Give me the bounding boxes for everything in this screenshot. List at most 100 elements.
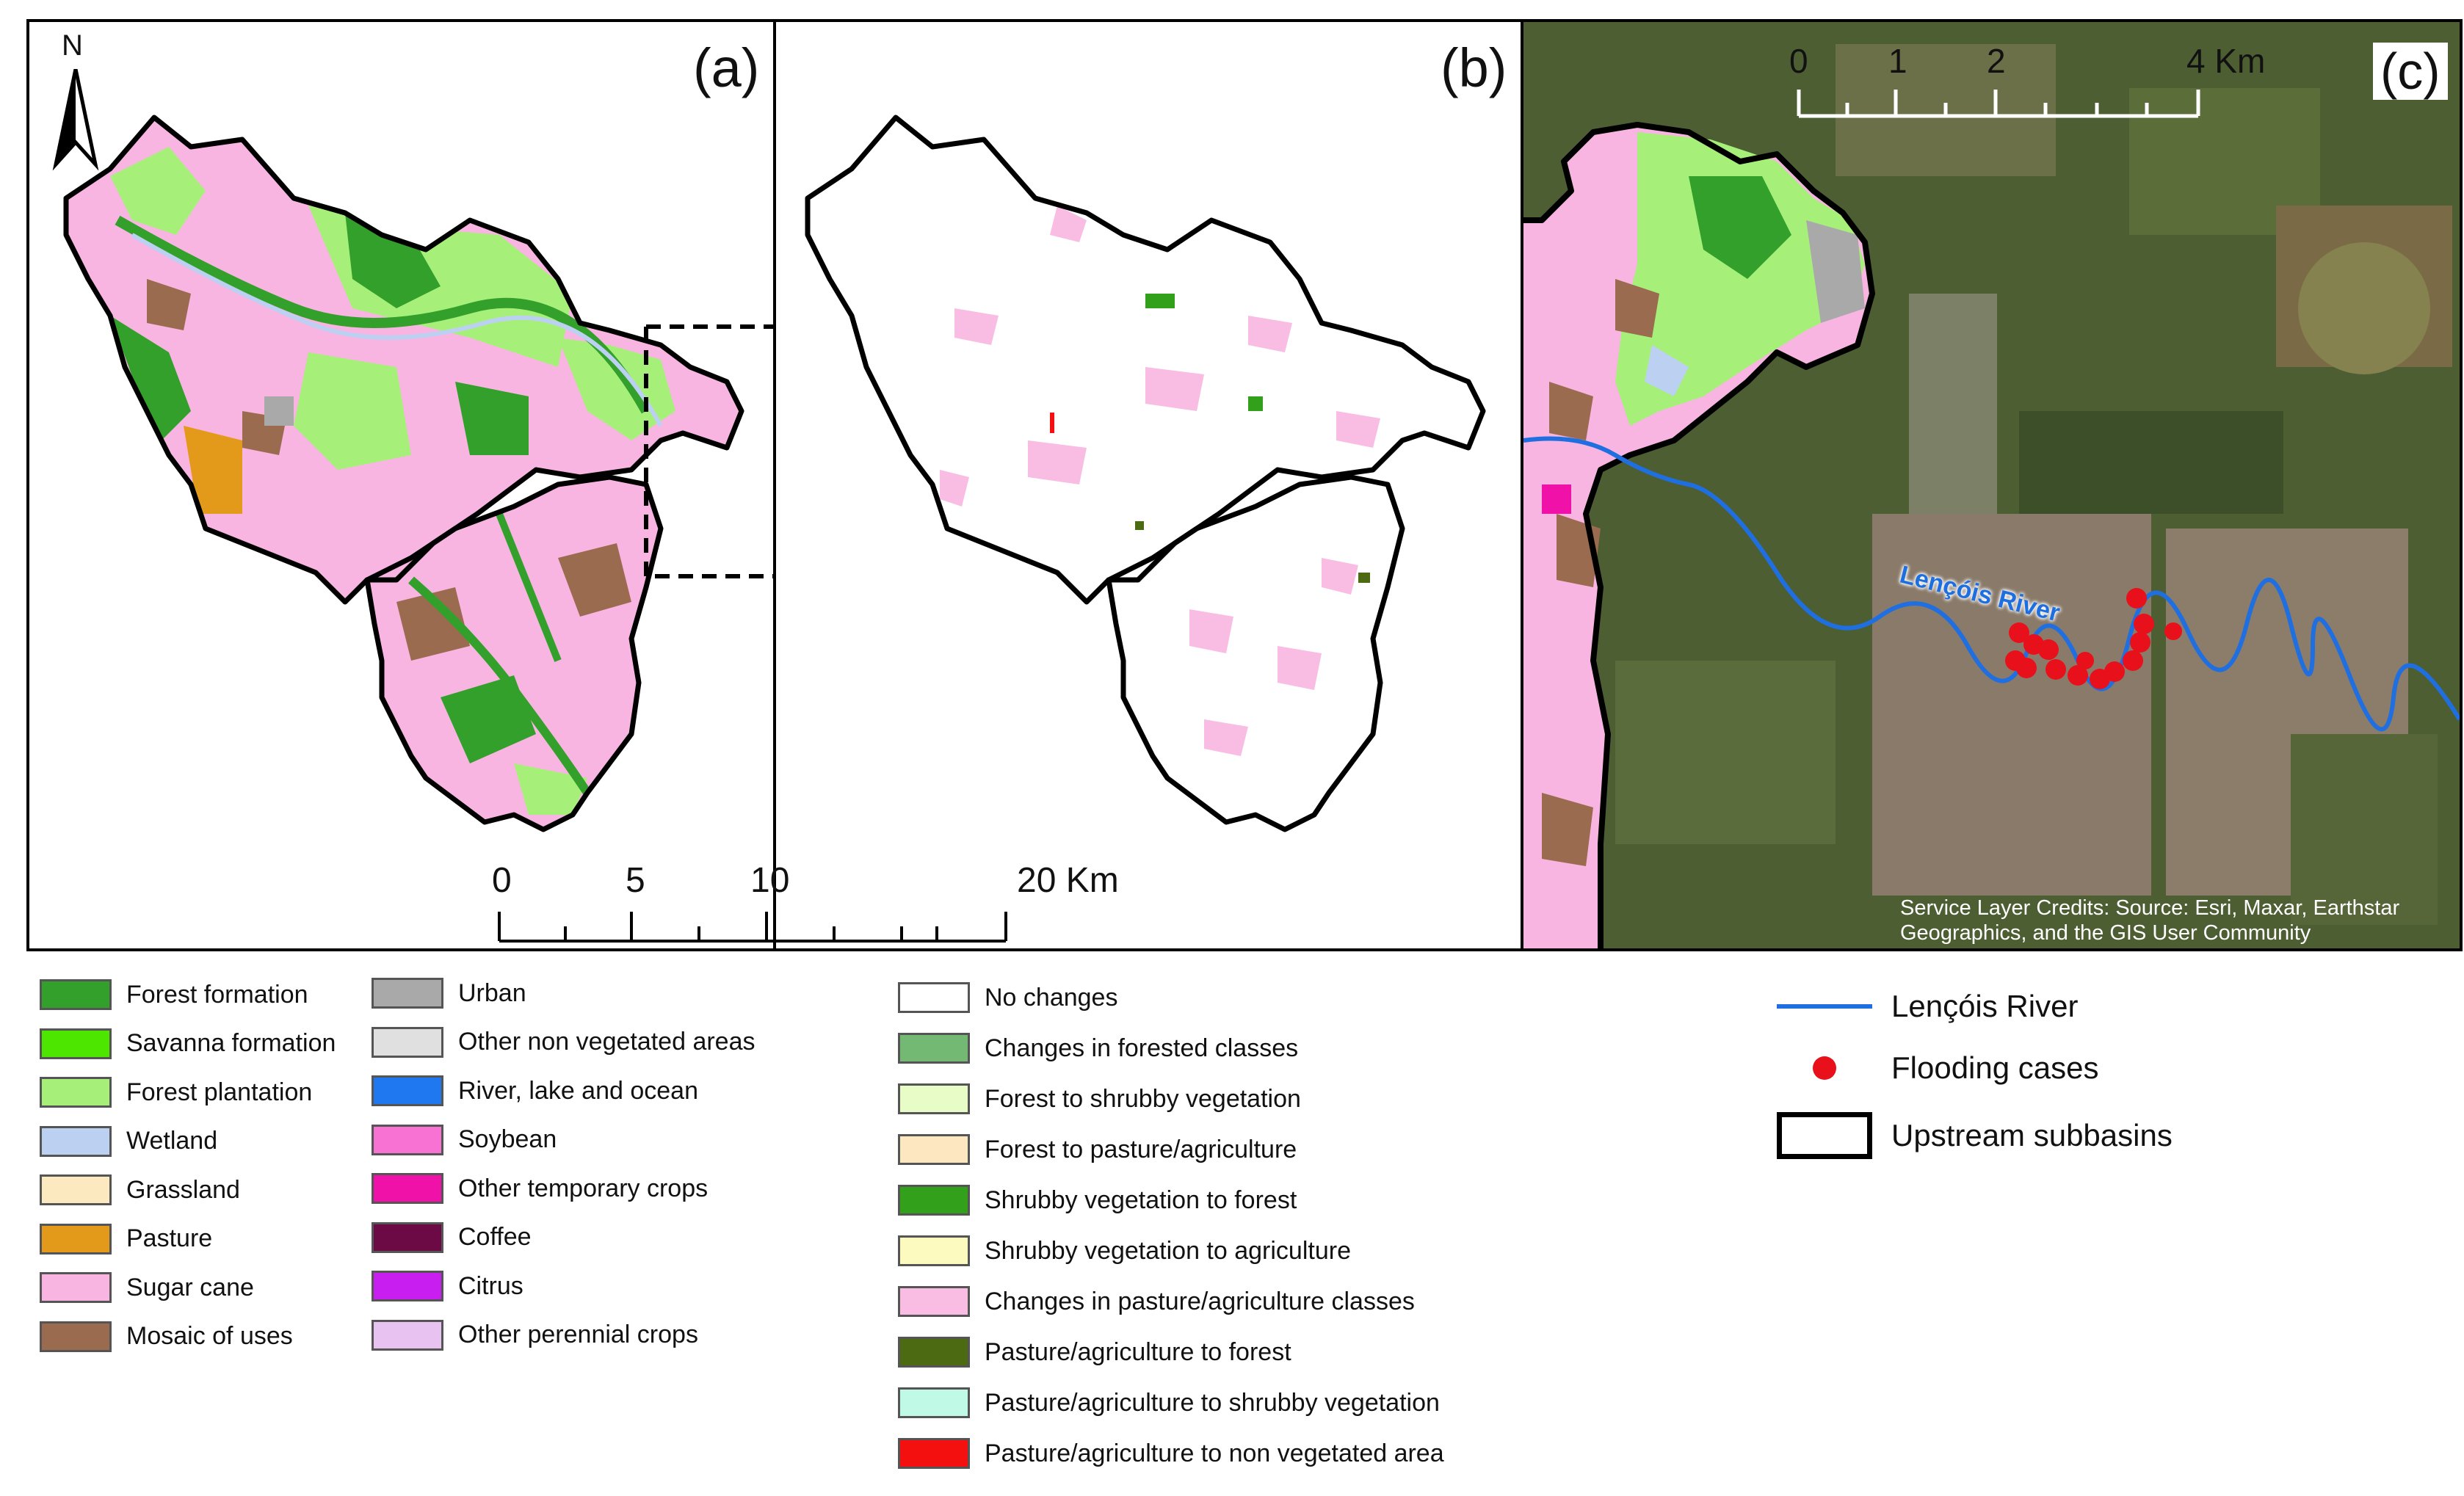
north-label: N	[62, 29, 83, 62]
legend-swatch	[898, 1185, 970, 1216]
legend-swatch	[40, 1223, 112, 1254]
legend-swatch	[372, 1173, 443, 1204]
north-arrow-icon	[52, 69, 99, 171]
legend-item: No changes	[898, 979, 1117, 1016]
scale-label-0: 0	[492, 861, 512, 900]
legend-label: Shrubby vegetation to agriculture	[985, 1236, 1351, 1265]
legend-label: Forest plantation	[126, 1078, 313, 1106]
scale-c-label-2: 2	[1987, 42, 2006, 80]
scale-c-label-4km: 4 Km	[2186, 42, 2266, 80]
north-arrow: N	[47, 29, 106, 171]
flooding-dot-icon	[1813, 1056, 1836, 1080]
legend-subbasins-label: Upstream subbasins	[1891, 1118, 2173, 1152]
legend-label: Savanna formation	[126, 1029, 336, 1057]
legend-item: Other temporary crops	[372, 1170, 708, 1207]
legend-item: Grassland	[40, 1172, 240, 1208]
legend-label: Mosaic of uses	[126, 1322, 293, 1350]
credit-line-2: Geographics, and the GIS User Community	[1900, 921, 2311, 945]
legend-flooding: Flooding cases	[1777, 1050, 2099, 1086]
map-frame	[26, 19, 2463, 951]
service-layer-credit: Service Layer Credits: Source: Esri, Max…	[1900, 896, 2399, 945]
credit-line-1: Service Layer Credits: Source: Esri, Max…	[1900, 896, 2400, 920]
legend-swatch	[898, 1387, 970, 1418]
legend-label: Other non vegetated areas	[458, 1028, 755, 1056]
legend-item: Soybean	[372, 1122, 557, 1158]
legend-swatch	[898, 1033, 970, 1064]
legend-item: Pasture/agriculture to forest	[898, 1334, 1291, 1370]
legend-swatch	[898, 1134, 970, 1165]
legend-item: Shrubby vegetation to agriculture	[898, 1232, 1351, 1269]
scale-label-20km: 20 Km	[1017, 861, 1119, 900]
legend-swatch	[898, 1286, 970, 1317]
map-b-changes	[805, 115, 1486, 832]
flooding-case-points	[2005, 588, 2182, 689]
legend-label: Citrus	[458, 1271, 523, 1300]
legend-swatch	[898, 1083, 970, 1114]
legend-label: Coffee	[458, 1223, 532, 1251]
river-line-icon	[1777, 1004, 1872, 1009]
legend-label: Pasture/agriculture to shrubby vegetatio…	[985, 1388, 1440, 1417]
legend-item: River, lake and ocean	[372, 1072, 698, 1109]
legend-item: Changes in pasture/agriculture classes	[898, 1283, 1415, 1320]
legend-item: Forest plantation	[40, 1074, 312, 1111]
map-c-satellite	[1523, 22, 2460, 948]
legend-swatch	[372, 978, 443, 1009]
legend-item: Coffee	[372, 1219, 532, 1256]
legend-swatch	[898, 982, 970, 1013]
scale-c-label-1: 1	[1888, 42, 1907, 80]
legend-label: Soybean	[458, 1125, 557, 1153]
legend-swatch	[898, 1438, 970, 1469]
legend-swatch	[372, 1075, 443, 1106]
subbasin-box-icon	[1777, 1112, 1872, 1159]
legend-swatch	[40, 1272, 112, 1303]
legend-item: Citrus	[372, 1268, 523, 1304]
legend-item: Other perennial crops	[372, 1317, 698, 1354]
legend-label: Changes in forested classes	[985, 1034, 1299, 1062]
panel-label-a: (a)	[693, 37, 760, 98]
legend-label: Pasture	[126, 1224, 213, 1252]
legend-item: Urban	[372, 975, 526, 1012]
legend-swatch	[372, 1271, 443, 1301]
map-a-landuse	[63, 115, 773, 832]
legend-label: No changes	[985, 983, 1118, 1012]
legend-swatch	[372, 1319, 443, 1351]
legend-label: Other perennial crops	[458, 1321, 698, 1348]
legend-swatch	[40, 1028, 112, 1059]
legend-river-label: Lençóis River	[1891, 989, 2079, 1023]
legend-symbols: Lençóis River Flooding cases Upstream su…	[1777, 988, 2232, 1164]
legend-swatch	[40, 979, 112, 1010]
legend-item: Changes in forested classes	[898, 1030, 1298, 1067]
scale-label-5: 5	[626, 861, 645, 900]
legend-item: Mosaic of uses	[40, 1318, 293, 1355]
legend-label: Grassland	[126, 1175, 240, 1204]
legend-label: Forest formation	[126, 980, 308, 1009]
panel-divider-ab	[773, 19, 776, 951]
legend-swatch	[40, 1125, 112, 1157]
legend-swatch	[898, 1235, 970, 1266]
scale-bar-c	[1797, 90, 2200, 118]
legend-label: Pasture/agriculture to forest	[985, 1337, 1291, 1366]
scale-c-label-0: 0	[1789, 42, 1808, 80]
scale-label-10: 10	[750, 861, 790, 900]
legend-item: Pasture	[40, 1221, 212, 1257]
legend-label: Urban	[458, 978, 526, 1007]
legend-swatch	[372, 1221, 443, 1253]
legend-item: Forest formation	[40, 976, 308, 1013]
legend-label: Forest to shrubby vegetation	[985, 1084, 1301, 1113]
legend-item: Wetland	[40, 1123, 217, 1160]
legend-swatch	[40, 1321, 112, 1352]
legend-label: River, lake and ocean	[458, 1076, 698, 1105]
legend-swatch	[898, 1337, 970, 1368]
panel-divider-bc	[1521, 19, 1523, 951]
panel-label-c: (c)	[2373, 43, 2448, 100]
legend-swatch	[40, 1077, 112, 1108]
legend-label: Sugar cane	[126, 1273, 254, 1301]
legend-item: Pasture/agriculture to shrubby vegetatio…	[898, 1384, 1440, 1421]
legend-item: Forest to pasture/agriculture	[898, 1131, 1297, 1168]
legend-item: Savanna formation	[40, 1025, 336, 1062]
legend-swatch	[372, 1026, 443, 1058]
legend-item: Shrubby vegetation to forest	[898, 1182, 1297, 1219]
legend-item: Other non vegetated areas	[372, 1024, 755, 1061]
legend-swatch	[372, 1124, 443, 1155]
legend-label: Changes in pasture/agriculture classes	[985, 1287, 1415, 1315]
